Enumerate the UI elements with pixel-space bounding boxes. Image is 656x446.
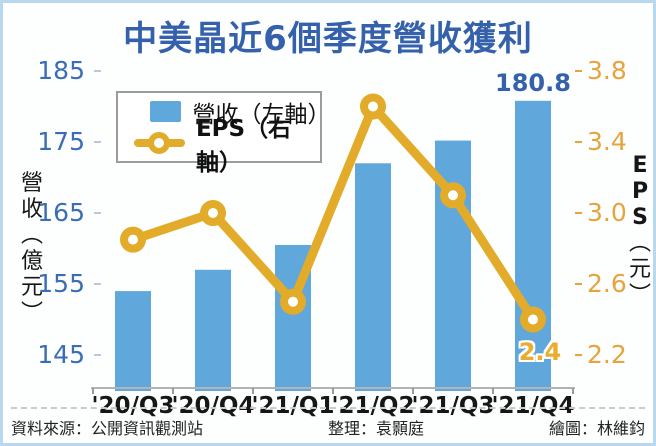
bar-'20/Q4 bbox=[195, 269, 231, 391]
axis-title-char: S bbox=[632, 205, 648, 230]
chart-title: 中美晶近6個季度營收獲利 bbox=[123, 19, 533, 59]
axis-title-char: ︶ bbox=[20, 301, 43, 326]
legend-label-revenue: 營收（左軸） bbox=[192, 101, 331, 128]
axis-title-char: ︵ bbox=[628, 231, 651, 256]
chart-canvas bbox=[91, 70, 582, 394]
eps-marker-'21/Q4 bbox=[520, 306, 546, 333]
bar-'21/Q2 bbox=[355, 163, 391, 391]
eps-line bbox=[128, 102, 538, 324]
right-axis-title: E P S ︵ 元 ︶ bbox=[623, 153, 653, 309]
x-axis-label-'21/Q2: '21/Q2 bbox=[331, 393, 415, 419]
legend: 營收（左軸） EPS（右軸） bbox=[116, 91, 331, 176]
chart-area: 營收 ︵ 億元 ︶ E P S ︵ 元 ︶ 營收（左軸） EPS（右軸） 185 175 165 15… bbox=[3, 3, 653, 443]
left-axis-label-175: 175 bbox=[37, 127, 85, 156]
right-axis-label-2.2: 2.2 bbox=[587, 340, 627, 369]
legend-ring-icon bbox=[148, 131, 171, 154]
axis-title-char: 元 bbox=[628, 257, 651, 282]
left-axis-label-165: 165 bbox=[37, 198, 85, 227]
legend-line-marker-icon bbox=[134, 131, 185, 154]
eps-marker-'20/Q3 bbox=[120, 226, 146, 253]
left-axis-label-145: 145 bbox=[37, 340, 85, 369]
bar-'21/Q4 bbox=[515, 100, 551, 391]
eps-value-label: 2.4 bbox=[518, 337, 562, 366]
left-axis-label-155: 155 bbox=[37, 269, 85, 298]
legend-bar-swatch-icon bbox=[150, 101, 182, 122]
axis-title-char: ︶ bbox=[628, 283, 651, 308]
right-axis-label-2.6: 2.6 bbox=[587, 269, 627, 298]
x-axis-label-'20/Q4: '20/Q4 bbox=[171, 393, 255, 419]
right-axis-label-3.4: 3.4 bbox=[587, 127, 627, 156]
axis-title-char: P bbox=[631, 179, 649, 204]
x-axis-label-'21/Q4: '21/Q4 bbox=[491, 393, 575, 419]
axis-title-char: E bbox=[632, 153, 648, 178]
footer-editor: 整理：袁顥庭 bbox=[327, 419, 424, 438]
x-axis-label-'21/Q1: '21/Q1 bbox=[251, 393, 335, 419]
eps-marker-'21/Q1 bbox=[280, 288, 306, 315]
eps-marker-'21/Q3 bbox=[440, 182, 466, 209]
x-axis-label-'21/Q3: '21/Q3 bbox=[411, 393, 495, 419]
left-axis-title: 營收 ︵ 億元 ︶ bbox=[15, 171, 49, 327]
bar-value-label: 180.8 bbox=[495, 68, 571, 97]
axis-title-char: 億 bbox=[20, 249, 43, 274]
right-axis-label-3.8: 3.8 bbox=[587, 56, 627, 85]
legend-label-eps: EPS（右軸） bbox=[195, 115, 292, 176]
footer-illustrator: 繪圖：林維鈞 bbox=[548, 419, 645, 438]
left-axis-label-185: 185 bbox=[37, 56, 85, 85]
legend-item-eps: EPS（右軸） bbox=[132, 116, 320, 176]
axis-title-char: ︵ bbox=[20, 223, 43, 248]
eps-marker-'21/Q2 bbox=[360, 93, 386, 120]
footer-source: 資料來源：公開資訊觀測站 bbox=[11, 419, 204, 438]
bar-'20/Q3 bbox=[115, 291, 151, 391]
axis-title-char: 元 bbox=[20, 275, 43, 300]
x-axis-label-'20/Q3: '20/Q3 bbox=[91, 393, 175, 419]
axis-title-char: 營 bbox=[20, 171, 43, 196]
right-axis-label-3: 3.0 bbox=[587, 198, 627, 227]
axis-title-char: 收 bbox=[20, 197, 43, 222]
footer: 資料來源：公開資訊觀測站 整理：袁顥庭 繪圖：林維鈞 bbox=[11, 407, 645, 439]
legend-item-revenue: 營收（左軸） bbox=[132, 96, 331, 128]
eps-marker-'20/Q4 bbox=[200, 200, 226, 226]
